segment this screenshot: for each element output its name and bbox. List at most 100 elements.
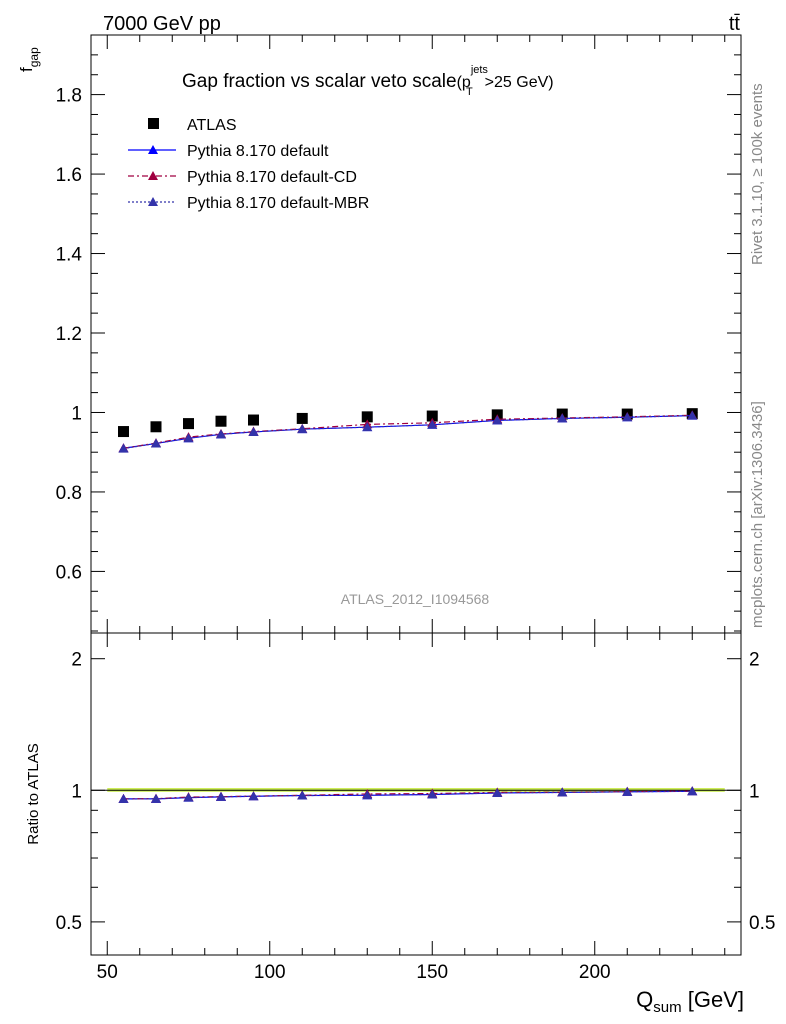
legend-label: Pythia 8.170 default-MBR: [187, 195, 369, 212]
ratio-y-tick-label-right: 2: [749, 650, 760, 671]
x-axis-label-base: Q: [636, 987, 653, 1012]
x-axis-label: Qsum [GeV]: [636, 987, 744, 1016]
legend-label: ATLAS: [187, 117, 237, 134]
ratio-series-marker: [427, 789, 438, 799]
series-line: [123, 414, 693, 449]
ratio-y-tick-label: 1: [71, 781, 82, 802]
x-tick-label: 100: [254, 962, 286, 983]
main-ylabel-base: f: [17, 67, 36, 72]
main-ylabel-sub: gap: [27, 47, 41, 67]
svg-text:fgap: fgap: [17, 47, 41, 72]
chart-title-suffix-rest: >25 GeV): [485, 74, 554, 91]
ratio-series-marker: [151, 793, 161, 803]
data-point: [426, 410, 438, 422]
ratio-frame: [90, 632, 742, 956]
legend-entry: Pythia 8.170 default-CD: [128, 169, 357, 186]
x-axis-label-sub: sum: [653, 999, 681, 1016]
series-marker: [248, 426, 259, 436]
x-tick-label: 150: [416, 962, 448, 983]
series-mbr: [118, 410, 698, 453]
data-point: [361, 411, 373, 423]
ratio-series-marker: [248, 791, 259, 801]
series-marker: [492, 415, 503, 425]
legend-marker: [148, 118, 159, 129]
ratio-series-marker: [183, 792, 194, 802]
ratio-series-marker: [492, 787, 503, 797]
data-point: [150, 421, 162, 433]
series-marker: [362, 422, 373, 432]
legend-entry: Pythia 8.170 default-MBR: [128, 195, 369, 212]
ratio-series: [118, 786, 698, 804]
series-marker: [687, 410, 698, 420]
main-y-tick-label: 1.6: [56, 165, 82, 186]
chart-title-suffix-base: (p: [457, 74, 471, 91]
series-default: [118, 410, 698, 453]
ratio-series-marker: [622, 786, 633, 796]
main-y-tick-label: 1.4: [56, 245, 83, 266]
ratio-axis-ticks: 0.5 0.5 1 1 2 2 50 100 150 200: [56, 633, 775, 983]
main-ylabel: fgap: [17, 47, 41, 72]
data-point: [296, 412, 308, 424]
x-tick-label: 200: [579, 962, 611, 983]
main-axis-ticks: 0.6 0.8 1 1.2 1.4 1.6 1.8: [56, 34, 741, 633]
main-y-tick-label: 1: [71, 403, 82, 424]
ratio-series-line: [123, 790, 693, 800]
series-cd: [118, 410, 698, 453]
ratio-y-tick-label-right: 1: [749, 781, 760, 802]
main-y-tick-label: 0.6: [56, 562, 82, 583]
x-axis-label-rest: [GeV]: [682, 987, 744, 1012]
legend-marker: [148, 145, 158, 154]
rivet-label: Rivet 3.1.10, ≥ 100k events: [749, 83, 766, 265]
series-marker: [622, 412, 633, 422]
ratio-panel: 0.5 0.5 1 1 2 2 50 100 150 200 Ratio to ATLAS Qsu…: [25, 632, 775, 1016]
process-label: tt̄: [729, 13, 741, 35]
series-data: [118, 408, 698, 438]
legend-entry: ATLAS: [148, 117, 237, 134]
legend-entry: Pythia 8.170 default: [128, 143, 329, 160]
legend-label: Pythia 8.170 default-CD: [187, 169, 357, 186]
x-tick-label: 50: [97, 962, 118, 983]
series-marker: [118, 443, 129, 453]
legend-marker: [148, 171, 158, 180]
analysis-label: ATLAS_2012_I1094568: [341, 591, 490, 607]
ratio-series-marker: [362, 790, 373, 800]
ratio-series-marker: [297, 790, 308, 800]
data-point: [248, 414, 259, 426]
series-line: [123, 415, 693, 449]
chart-title-suffix-sup: jets: [470, 64, 489, 76]
series-marker: [557, 413, 568, 423]
data-point: [215, 415, 227, 427]
main-y-tick-label: 1.8: [56, 86, 82, 107]
ratio-series-marker: [557, 787, 568, 797]
ratio-y-tick-label-right: 0.5: [749, 913, 775, 934]
series-marker: [216, 429, 226, 439]
series-marker: [151, 438, 161, 448]
main-y-tick-label: 0.8: [56, 483, 82, 504]
main-y-tick-label: 1.2: [56, 324, 82, 345]
main-series: [118, 408, 698, 453]
legend-marker: [148, 197, 158, 206]
ratio-series-marker: [118, 794, 129, 804]
main-panel: 0.6 0.8 1 1.2 1.4 1.6 1.8 fgap Gap fraction vs…: [17, 34, 742, 634]
ratio-ylabel: Ratio to ATLAS: [25, 743, 42, 844]
legend-label: Pythia 8.170 default: [187, 143, 329, 160]
chart-title-suffix-sub: T: [466, 86, 473, 98]
ratio-series-marker: [216, 791, 226, 801]
source-label: mcplots.cern.ch [arXiv:1306.3436]: [749, 401, 766, 628]
energy-label: 7000 GeV pp: [103, 13, 221, 35]
ratio-y-tick-label: 0.5: [56, 913, 82, 934]
ratio-band: [91, 788, 741, 792]
chart-title: Gap fraction vs scalar veto scale(pjets T…: [182, 64, 554, 98]
data-point: [183, 418, 194, 430]
series-marker: [183, 433, 194, 443]
ratio-series-mbr: [118, 786, 698, 804]
chart-title-main: Gap fraction vs scalar veto scale: [182, 71, 457, 92]
ratio-y-tick-label: 2: [71, 650, 82, 671]
ratio-series-marker: [687, 786, 698, 796]
series-marker: [427, 419, 438, 429]
series-line: [123, 415, 693, 450]
legend: ATLAS Pythia 8.170 default Pythia 8.170 de…: [128, 117, 369, 212]
data-point: [118, 426, 129, 438]
series-marker: [297, 424, 308, 434]
